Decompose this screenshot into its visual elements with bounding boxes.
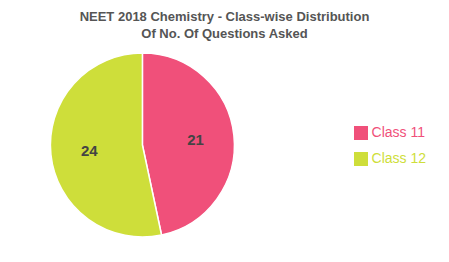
svg-text:21: 21 bbox=[187, 131, 204, 148]
html-text:Class 12: Class 12 bbox=[371, 150, 426, 166]
html-text:Of No. Of Questions Asked: Of No. Of Questions Asked bbox=[141, 26, 308, 41]
svg-text:24: 24 bbox=[81, 142, 98, 159]
html-text:Class 11: Class 11 bbox=[371, 124, 425, 140]
html-text:NEET 2018 Chemistry - Class-wi: NEET 2018 Chemistry - Class-wise Distrib… bbox=[79, 9, 370, 24]
